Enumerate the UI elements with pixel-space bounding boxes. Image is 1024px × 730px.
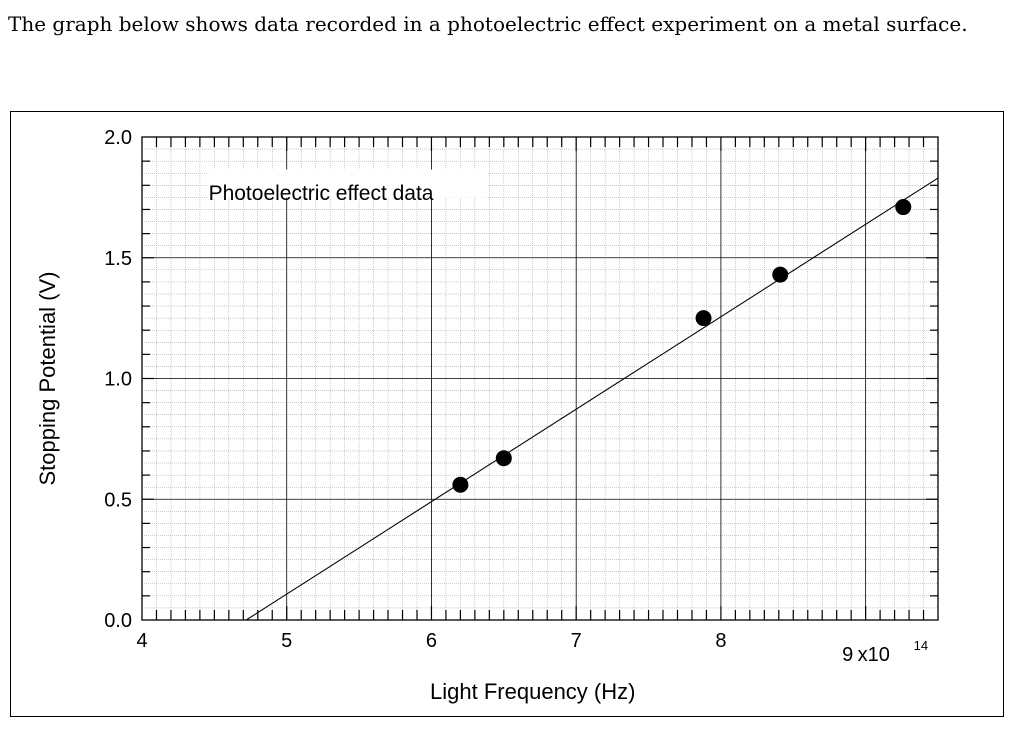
y-tick-label: 1.5 <box>104 248 132 270</box>
title-background <box>207 169 488 198</box>
data-points <box>452 199 912 493</box>
major-grid <box>142 137 938 620</box>
fit-line-group <box>245 177 939 621</box>
data-point <box>452 476 469 493</box>
tick-labels: 4 5 6 7 8 9 0.0 0.5 1.0 1.5 2.0 <box>104 127 853 666</box>
x-tick-label: 4 <box>136 630 147 652</box>
x-scale-factor: x10 <box>858 644 890 666</box>
x-tick-label: 5 <box>281 630 292 652</box>
x-tick-label: 7 <box>571 630 582 652</box>
y-tick-label: 0.5 <box>104 489 132 511</box>
x-scale-exponent: 14 <box>914 638 928 653</box>
x-tick-label: 8 <box>715 630 726 652</box>
data-point <box>895 199 912 216</box>
x-tick-label: 6 <box>426 630 437 652</box>
x-tick-label: 9 <box>842 644 853 666</box>
chart-title: Photoelectric effect data <box>209 182 434 205</box>
y-tick-label: 0.0 <box>104 610 132 632</box>
data-point <box>695 310 712 327</box>
intro-paragraph: The graph below shows data recorded in a… <box>8 12 968 36</box>
annotations: x10 14 Light Frequency (Hz) Stopping Potent… <box>35 169 928 704</box>
y-tick-label: 2.0 <box>104 127 132 149</box>
y-tick-label: 1.0 <box>104 369 132 391</box>
photoelectric-chart: 4 5 6 7 8 9 0.0 0.5 1.0 1.5 2.0 x10 14 Light Frequen… <box>35 127 939 704</box>
minor-grid <box>142 137 938 620</box>
plot-border <box>141 136 939 621</box>
fit-line <box>245 177 939 621</box>
data-point <box>495 450 512 467</box>
y-axis-label: Stopping Potential (V) <box>35 271 60 485</box>
data-point <box>772 266 789 283</box>
tick-marks <box>142 137 938 620</box>
x-axis-label: Light Frequency (Hz) <box>430 679 635 704</box>
figure-frame: 4 5 6 7 8 9 0.0 0.5 1.0 1.5 2.0 x10 14 Light Frequen… <box>10 111 1004 717</box>
